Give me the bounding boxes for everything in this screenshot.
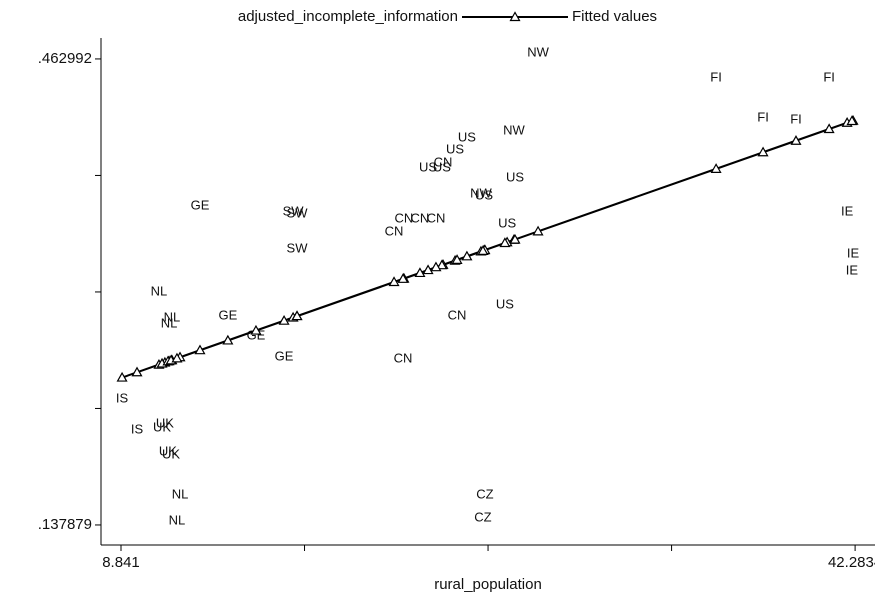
legend-label: adjusted_incomplete_information [238, 8, 458, 25]
marker-label: US [475, 187, 493, 202]
marker-label: US [419, 159, 437, 174]
marker-label: IE [841, 203, 854, 218]
marker-label: NL [172, 486, 189, 501]
marker-label: FI [823, 69, 835, 84]
fitted-marker [499, 237, 511, 248]
marker-label: CN [427, 210, 446, 225]
marker-label: NL [164, 309, 181, 324]
legend-marker [509, 11, 521, 22]
marker-label: FI [757, 109, 769, 124]
marker-label: UK [159, 443, 177, 458]
fitted-marker [388, 276, 400, 287]
y-tick-label: .462992 [38, 50, 92, 67]
marker-label: NW [503, 122, 525, 137]
marker-label: IE [847, 245, 860, 260]
fitted-marker [414, 267, 426, 278]
fitted-marker [846, 115, 858, 126]
marker-label: CN [385, 223, 404, 238]
marker-label: IS [131, 421, 144, 436]
fitted-marker [131, 366, 143, 377]
marker-label: US [506, 169, 524, 184]
fitted-marker [422, 264, 434, 275]
marker-label: US [446, 141, 464, 156]
marker-label: US [458, 129, 476, 144]
marker-label: UK [153, 419, 171, 434]
fitted-marker [116, 371, 128, 382]
fitted-marker [451, 254, 463, 264]
marker-label: NL [161, 315, 178, 330]
fitted-marker [250, 324, 262, 335]
fitted-marker [710, 163, 722, 173]
fitted-marker [222, 334, 234, 345]
marker-label: NW [470, 185, 492, 200]
fitted-marker [430, 261, 442, 272]
fitted-marker [291, 310, 303, 321]
marker-label: US [498, 215, 516, 230]
marker-label: US [433, 159, 451, 174]
marker-label: GE [218, 307, 237, 322]
fitted-marker [171, 352, 183, 363]
marker-label: IE [846, 262, 859, 277]
fitted-marker [461, 250, 473, 261]
fitted-marker [194, 344, 206, 355]
fitted-marker [436, 259, 448, 270]
fitted-marker [790, 135, 802, 145]
marker-label: US [496, 296, 514, 311]
marker-label: CN [434, 154, 453, 169]
marker-label: FI [790, 111, 802, 126]
marker-label: SW [287, 205, 309, 220]
x-tick-label: 42.2834 [828, 554, 875, 571]
marker-label: NL [169, 512, 186, 527]
marker-label: UK [162, 446, 180, 461]
fitted-marker [278, 314, 290, 325]
fitted-marker [509, 233, 521, 244]
fitted-marker [477, 245, 489, 255]
fitted-marker [757, 146, 769, 157]
marker-label: FI [710, 69, 722, 84]
marker-label: IS [116, 390, 129, 405]
marker-label: UK [156, 415, 174, 430]
fitted-marker [397, 273, 409, 283]
x-tick-label: 8.841 [102, 554, 140, 571]
fitted-marker [532, 225, 544, 236]
marker-label: SW [287, 240, 309, 255]
marker-label: CN [394, 350, 413, 365]
marker-label: NL [151, 283, 168, 298]
marker-label: CN [395, 210, 414, 225]
fitted-marker [823, 123, 835, 134]
marker-label: CN [448, 307, 467, 322]
legend-label: Fitted values [572, 8, 657, 25]
marker-label: GE [191, 197, 210, 212]
marker-label: NW [527, 44, 549, 59]
marker-label: CZ [476, 486, 493, 501]
y-tick-label: .137879 [38, 516, 92, 533]
marker-label: GE [275, 348, 294, 363]
marker-label: CZ [474, 509, 491, 524]
marker-label: CN [411, 210, 430, 225]
marker-label: SW [283, 203, 305, 218]
x-axis-title: rural_population [434, 576, 542, 593]
